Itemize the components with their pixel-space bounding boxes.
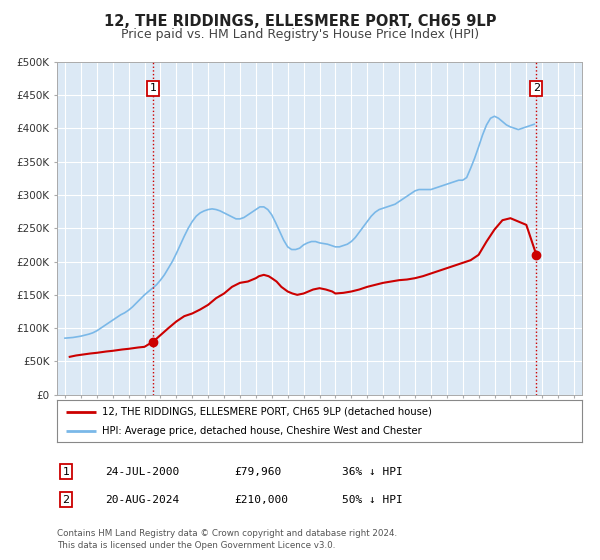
Text: 12, THE RIDDINGS, ELLESMERE PORT, CH65 9LP: 12, THE RIDDINGS, ELLESMERE PORT, CH65 9… (104, 14, 496, 29)
Text: 24-JUL-2000: 24-JUL-2000 (105, 466, 179, 477)
Text: 20-AUG-2024: 20-AUG-2024 (105, 494, 179, 505)
Text: HPI: Average price, detached house, Cheshire West and Chester: HPI: Average price, detached house, Ches… (101, 426, 421, 436)
Text: 36% ↓ HPI: 36% ↓ HPI (342, 466, 403, 477)
Text: This data is licensed under the Open Government Licence v3.0.: This data is licensed under the Open Gov… (57, 542, 335, 550)
Text: 2: 2 (533, 83, 540, 94)
Text: £210,000: £210,000 (234, 494, 288, 505)
Text: Contains HM Land Registry data © Crown copyright and database right 2024.: Contains HM Land Registry data © Crown c… (57, 529, 397, 538)
Text: 2: 2 (62, 494, 70, 505)
Text: Price paid vs. HM Land Registry's House Price Index (HPI): Price paid vs. HM Land Registry's House … (121, 28, 479, 41)
Text: £79,960: £79,960 (234, 466, 281, 477)
Text: 50% ↓ HPI: 50% ↓ HPI (342, 494, 403, 505)
Text: 12, THE RIDDINGS, ELLESMERE PORT, CH65 9LP (detached house): 12, THE RIDDINGS, ELLESMERE PORT, CH65 9… (101, 407, 431, 417)
Text: 1: 1 (62, 466, 70, 477)
Text: 1: 1 (150, 83, 157, 94)
